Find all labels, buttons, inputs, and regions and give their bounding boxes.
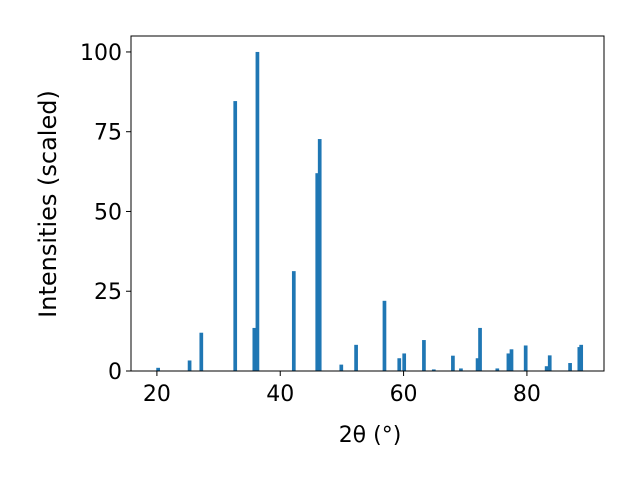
- bar: [475, 358, 480, 371]
- y-tick-label: 100: [80, 41, 122, 66]
- bar: [354, 344, 358, 371]
- y-tick-label: 25: [94, 280, 122, 305]
- bar: [156, 367, 160, 371]
- bar: [568, 363, 572, 371]
- bar: [339, 364, 344, 371]
- x-axis-label: 2θ (°): [339, 423, 402, 448]
- bar: [509, 349, 514, 371]
- x-tick-label: 40: [266, 382, 294, 407]
- bar: [252, 327, 257, 371]
- x-tick-label: 20: [143, 382, 171, 407]
- bar: [523, 345, 528, 371]
- bar: [506, 353, 511, 371]
- y-tick-label: 75: [94, 121, 122, 146]
- bar: [451, 355, 455, 371]
- plot-frame: [130, 35, 605, 372]
- bar: [291, 271, 296, 371]
- bar: [402, 353, 407, 371]
- x-tick-label: 80: [513, 382, 541, 407]
- bar: [478, 327, 482, 371]
- bar: [255, 51, 260, 371]
- y-tick-label: 0: [108, 360, 122, 385]
- bar: [397, 358, 402, 371]
- bar: [431, 369, 436, 371]
- bar: [382, 300, 387, 371]
- x-tick-label: 60: [390, 382, 418, 407]
- bar: [544, 366, 549, 371]
- bar: [187, 360, 192, 371]
- bar: [233, 101, 238, 371]
- bar: [422, 340, 426, 371]
- bar: [315, 173, 320, 371]
- bar: [547, 355, 552, 371]
- bar: [317, 139, 322, 371]
- bar: [495, 368, 500, 371]
- bar: [579, 344, 584, 371]
- bar: [459, 368, 463, 371]
- y-axis-label: Intensities (scaled): [34, 90, 62, 318]
- y-tick-label: 50: [94, 200, 122, 225]
- bar: [199, 332, 204, 371]
